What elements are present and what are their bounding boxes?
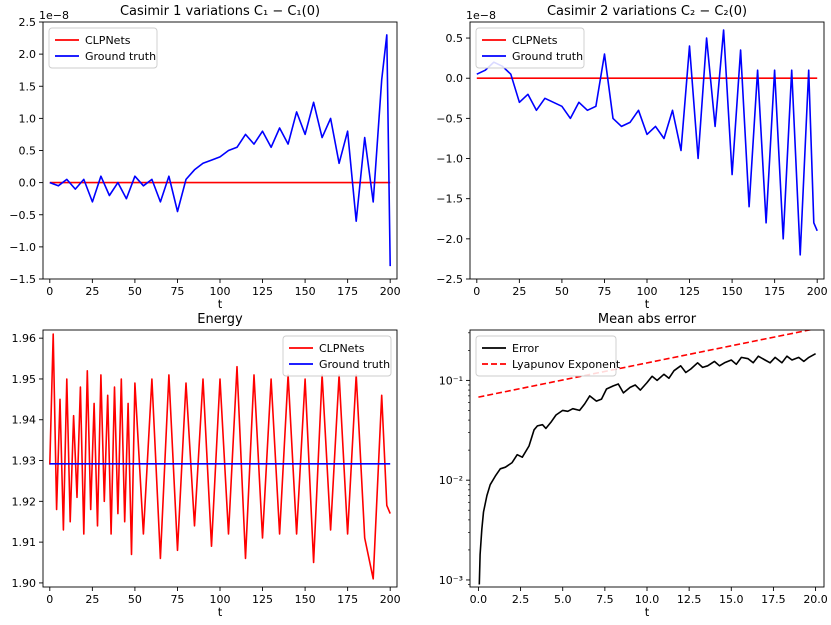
chart-title: Energy <box>197 312 243 327</box>
y-tick-label: −2.5 <box>436 273 463 286</box>
y-tick-label: 1.95 <box>12 373 37 386</box>
y-tick-label: 1.90 <box>12 577 37 590</box>
y-tick-label: −0.5 <box>436 112 463 125</box>
series-line-ground-truth <box>49 34 391 267</box>
x-tick-label: 150 <box>722 285 743 298</box>
y-tick-label: 1.5 <box>19 80 37 93</box>
axis-offset-label: 1e−8 <box>39 9 69 22</box>
legend-label: Ground truth <box>85 50 156 63</box>
y-tick-label: 0.0 <box>19 177 37 190</box>
y-tick-label: −1.5 <box>9 273 36 286</box>
chart-title: Casimir 2 variations C₂ − C₂(0) <box>547 4 747 19</box>
series-line-error <box>478 352 816 585</box>
x-tick-label: 200 <box>807 285 828 298</box>
y-tick-label: 1.94 <box>12 414 37 427</box>
legend-label: Error <box>512 342 539 355</box>
x-tick-label: 100 <box>210 593 231 606</box>
y-tick-label: 2.0 <box>19 48 37 61</box>
y-tick-label: 0.5 <box>446 32 464 45</box>
chart-title: Mean abs error <box>598 312 697 327</box>
legend-label: CLPNets <box>512 34 558 47</box>
y-tick-label: −2.0 <box>436 233 463 246</box>
legend-box <box>475 27 585 69</box>
chart-panel-1: Casimir 1 variations C₁ − C₁(0) 1e−8 0 25 50… <box>9 4 400 311</box>
x-axis-label: t <box>645 605 650 619</box>
y-tick-label: −0.5 <box>9 209 36 222</box>
chart-panel-3: Energy 0 25 50 75 100 125 150 175 200 1.90 1.91 1.92… <box>12 312 401 619</box>
x-tick-label: 0 <box>473 285 480 298</box>
x-tick-label: 7.5 <box>596 593 614 606</box>
x-tick-label: 25 <box>85 285 99 298</box>
legend-box <box>475 335 617 377</box>
x-tick-label: 15.0 <box>719 593 744 606</box>
x-tick-label: 10.0 <box>635 593 660 606</box>
y-tick-label: 2.5 <box>19 16 37 29</box>
y-tick-label: 1.92 <box>12 495 37 508</box>
x-tick-label: 50 <box>555 285 569 298</box>
y-tick-label: 10⁻¹ <box>439 374 463 387</box>
x-tick-label: 0.0 <box>470 593 488 606</box>
x-tick-label: 12.5 <box>677 593 702 606</box>
legend-box <box>282 335 392 377</box>
y-tick-label: 1.0 <box>19 112 37 125</box>
x-tick-label: 0 <box>46 285 53 298</box>
axis-offset-label: 1e−8 <box>466 9 496 22</box>
legend-label: CLPNets <box>85 34 131 47</box>
x-tick-label: 125 <box>252 593 273 606</box>
series-line-lyapunov-exponent <box>478 330 814 398</box>
y-tick-label: 1.96 <box>12 332 37 345</box>
legend: Error Lyapunov Exponent <box>475 335 621 377</box>
x-tick-label: 0 <box>46 593 53 606</box>
x-tick-label: 175 <box>337 285 358 298</box>
x-tick-label: 200 <box>380 285 401 298</box>
x-tick-label: 25 <box>85 593 99 606</box>
x-tick-label: 75 <box>170 593 184 606</box>
y-tick-label: 0.5 <box>19 145 37 158</box>
chart-title: Casimir 1 variations C₁ − C₁(0) <box>120 4 320 19</box>
series-line-ground-truth <box>476 29 818 256</box>
x-tick-label: 125 <box>252 285 273 298</box>
x-tick-label: 20.0 <box>803 593 828 606</box>
y-tick-label: 0.0 <box>446 72 464 85</box>
y-tick-label: 1.93 <box>12 455 37 468</box>
legend-label: Ground truth <box>512 50 583 63</box>
x-axis-label: t <box>218 605 223 619</box>
legend-box <box>48 27 158 69</box>
x-tick-label: 5.0 <box>554 593 572 606</box>
x-axis-label: t <box>645 297 650 311</box>
chart-panel-2: Casimir 2 variations C₂ − C₂(0) 1e−8 0 25 50… <box>436 4 827 311</box>
legend: CLPNets Ground truth <box>475 27 585 69</box>
series-line-clpnets <box>49 333 391 580</box>
x-tick-label: 200 <box>380 593 401 606</box>
x-axis-label: t <box>218 297 223 311</box>
x-tick-label: 100 <box>637 285 658 298</box>
x-tick-label: 150 <box>295 285 316 298</box>
y-tick-label: −1.5 <box>436 193 463 206</box>
x-tick-label: 100 <box>210 285 231 298</box>
y-tick-label: −1.0 <box>436 153 463 166</box>
x-tick-label: 50 <box>128 593 142 606</box>
x-tick-label: 25 <box>512 285 526 298</box>
x-tick-label: 75 <box>597 285 611 298</box>
x-tick-label: 150 <box>295 593 316 606</box>
x-tick-label: 50 <box>128 285 142 298</box>
y-tick-label: 1.91 <box>12 536 37 549</box>
x-tick-label: 2.5 <box>512 593 530 606</box>
legend-label: Lyapunov Exponent <box>512 358 621 371</box>
legend-label: CLPNets <box>319 342 365 355</box>
y-tick-label: −1.0 <box>9 241 36 254</box>
x-tick-label: 175 <box>764 285 785 298</box>
y-tick-label: 10⁻³ <box>439 574 463 587</box>
x-tick-label: 75 <box>170 285 184 298</box>
legend: CLPNets Ground truth <box>48 27 158 69</box>
x-tick-label: 175 <box>337 593 358 606</box>
chart-panel-4: Mean abs error 0.0 2.5 5.0 7.5 10.0 12.5 15.0 17… <box>439 312 828 619</box>
legend: CLPNets Ground truth <box>282 335 392 377</box>
legend-label: Ground truth <box>319 358 390 371</box>
x-tick-label: 125 <box>679 285 700 298</box>
y-tick-label: 10⁻² <box>439 474 463 487</box>
x-tick-label: 17.5 <box>761 593 786 606</box>
